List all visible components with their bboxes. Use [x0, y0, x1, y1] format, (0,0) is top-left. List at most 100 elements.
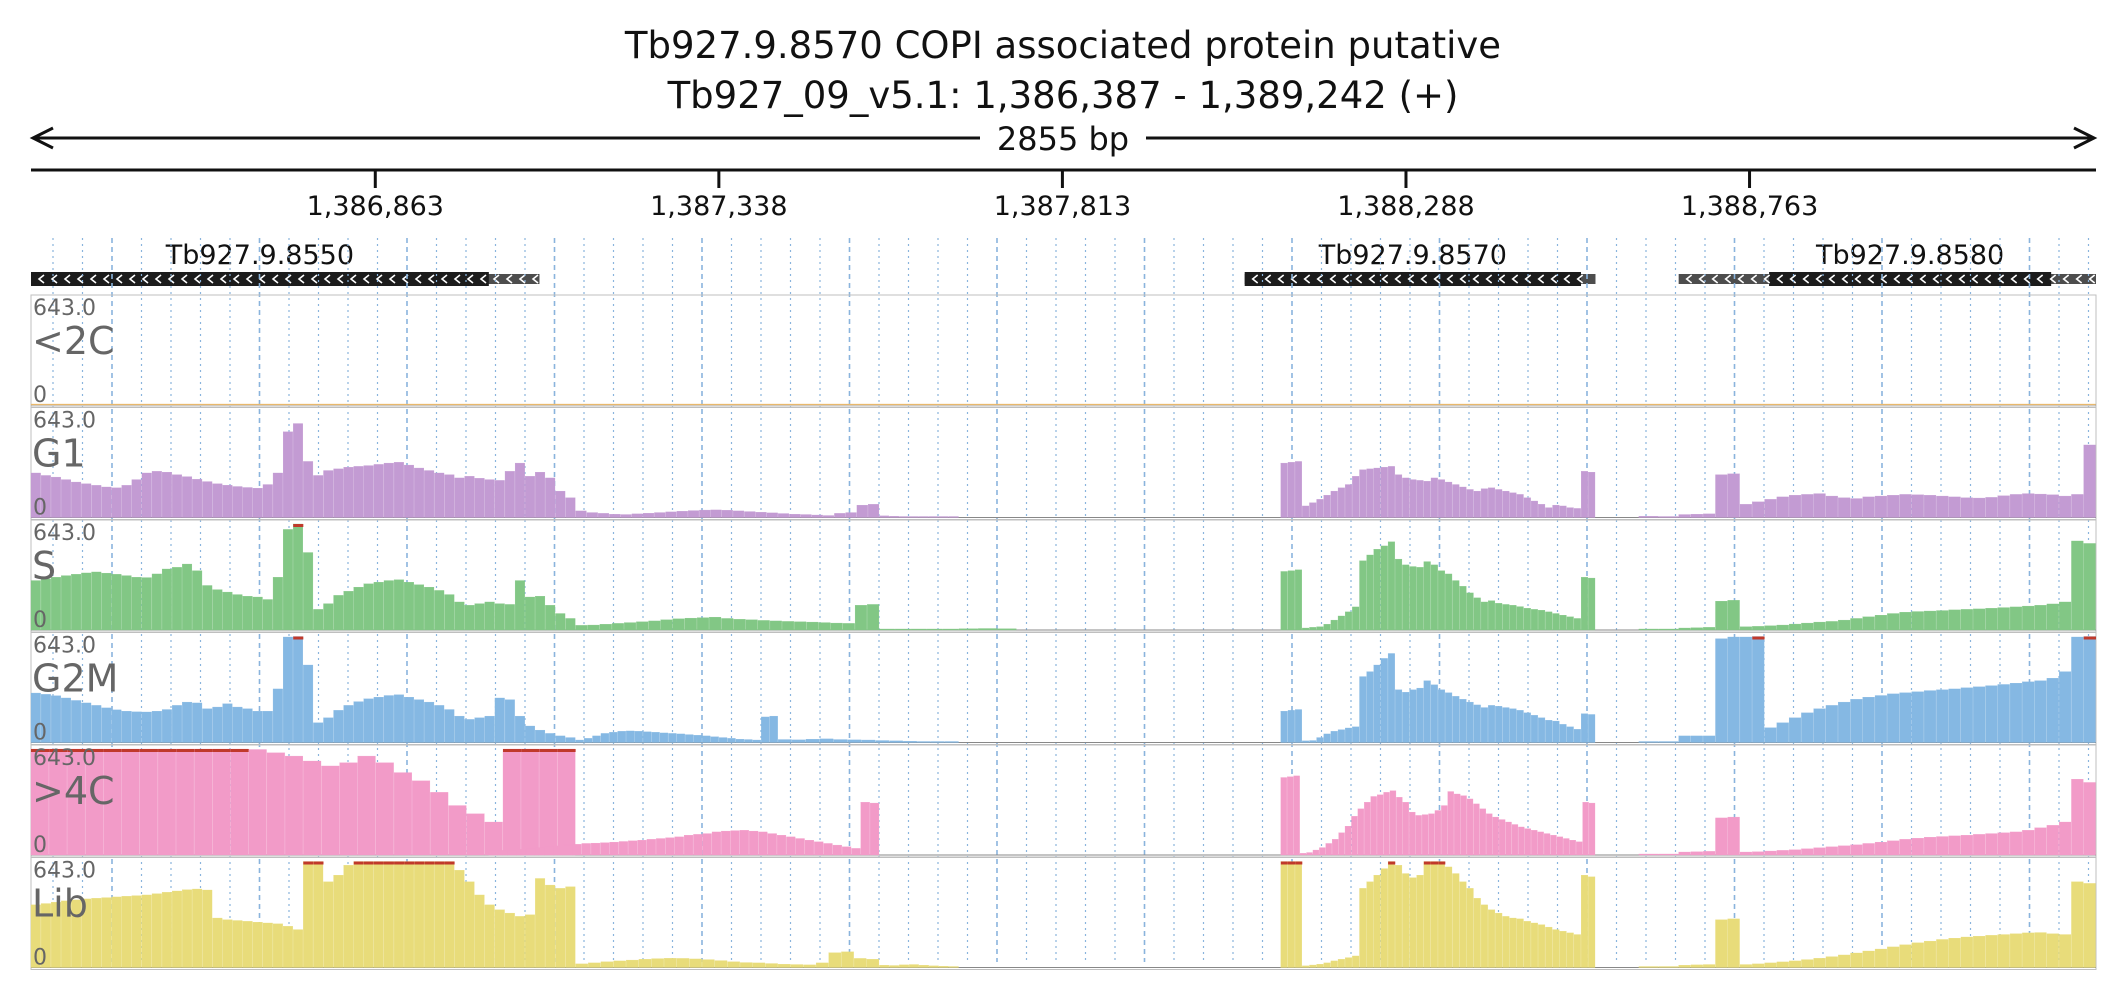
track-bars [30, 403, 2096, 406]
coverage-bar [1366, 881, 1374, 968]
coverage-bar [557, 748, 576, 856]
coverage-bar [1309, 502, 1317, 518]
coverage-bar [853, 958, 867, 968]
strand-arrow [1867, 274, 1875, 284]
coverage-bar [141, 577, 152, 631]
coverage-bar [412, 780, 431, 856]
coverage-bar [735, 739, 745, 743]
coverage-bar [40, 578, 51, 631]
coverage-bar [928, 516, 939, 518]
coverage-bar [823, 515, 835, 518]
coverage-bar [333, 595, 344, 631]
coverage-bar [1874, 841, 1887, 856]
coverage-bar [1538, 504, 1546, 518]
coverage-bar [1352, 606, 1360, 631]
coverage-bar [1545, 611, 1553, 631]
coverage-bar [1389, 790, 1397, 856]
coverage-bar [353, 586, 364, 631]
coverage-bar [1316, 499, 1324, 518]
coverage-bar [494, 697, 505, 743]
coverage-bar [2009, 606, 2023, 631]
coverage-bar [866, 959, 880, 968]
coverage-bar [1452, 580, 1460, 631]
coverage-bar [2059, 671, 2072, 743]
coverage-bar [504, 604, 515, 631]
coverage-bar [1887, 840, 1900, 856]
coverage-bar [1357, 808, 1364, 856]
coverage-bar [182, 889, 193, 968]
coverage-bar [414, 467, 425, 518]
track-ymax-label: 643.0 [33, 634, 96, 659]
coverage-bar [1423, 561, 1431, 631]
strand-arrow [375, 274, 383, 284]
coverage-bar [1330, 619, 1338, 631]
strand-arrow [1997, 274, 2005, 284]
coverage-bar [2046, 933, 2059, 968]
coverage-bar [121, 711, 132, 743]
coverage-bar [1887, 693, 1900, 743]
coverage-bar [494, 603, 505, 631]
coverage-bar [651, 732, 660, 743]
coverage-bar [1862, 950, 1875, 968]
coverage-bar [1948, 835, 1961, 856]
coverage-bar [230, 748, 249, 856]
coverage-bar [1924, 690, 1937, 743]
coverage-bar [91, 485, 102, 518]
coverage-bar [1838, 497, 1851, 518]
coverage-clip-mark [404, 861, 415, 865]
coverage-bar [303, 760, 322, 856]
coverage-bar [583, 738, 593, 743]
coverage-bar [1316, 964, 1324, 968]
coverage-bar [1280, 777, 1287, 856]
coverage-clip-mark [313, 861, 324, 865]
strand-arrow [271, 274, 279, 284]
coverage-bar [1492, 816, 1499, 856]
coverage-bar [1409, 566, 1417, 631]
coverage-bar [313, 722, 324, 743]
coverage-clip-mark [303, 861, 314, 865]
coverage-bar [811, 514, 823, 518]
coverage-bar [1337, 729, 1345, 743]
coverage-bar [2022, 493, 2035, 518]
coverage-bar [1524, 828, 1531, 856]
coverage-bar [1306, 852, 1313, 856]
ruler: 2855 bp 1,386,863 1,387,338 1,387,813 1,388,… [29, 120, 2098, 222]
coverage-bar [1423, 861, 1431, 968]
coverage-bar [61, 900, 71, 968]
coverage-bar [1423, 680, 1431, 743]
coverage-bar [555, 613, 566, 631]
coverage-bar [182, 701, 193, 743]
coverage-bar [1899, 692, 1912, 743]
coverage-bar [618, 841, 628, 856]
coverage-bar [497, 850, 508, 856]
coverage-bar [1473, 898, 1481, 968]
coverage-bar [1825, 705, 1838, 743]
strand-arrow [1932, 274, 1940, 284]
coverage-bar [1658, 628, 1679, 631]
coverage-clip-mark [212, 749, 231, 752]
coverage-bar [1862, 843, 1875, 856]
coverage-clip-mark [363, 861, 374, 865]
coverage-bar [1960, 687, 1973, 743]
coverage-bar [861, 739, 876, 743]
coverage-bar [202, 889, 213, 968]
coverage-bar [61, 575, 71, 631]
coverage-bar [262, 711, 273, 743]
coverage-bar [1581, 713, 1588, 743]
coverage-bar [1776, 722, 1789, 743]
coverage-bar [1509, 492, 1517, 518]
strand-arrow [466, 274, 474, 284]
coverage-bar [903, 741, 917, 743]
track-name-label: G1 [32, 432, 86, 476]
coverage-bar [555, 888, 566, 968]
coverage-bar [860, 802, 870, 856]
coverage-bar [1911, 494, 1924, 518]
coverage-bar [1997, 832, 2010, 856]
coverage-bar [71, 899, 82, 968]
strand-arrow [1750, 274, 1758, 284]
coverage-bar [1441, 805, 1448, 856]
coverage-bar [1473, 704, 1481, 743]
coverage-bar [1280, 571, 1288, 631]
track-ymax-label: 643.0 [33, 746, 96, 771]
coverage-bar [252, 596, 263, 631]
